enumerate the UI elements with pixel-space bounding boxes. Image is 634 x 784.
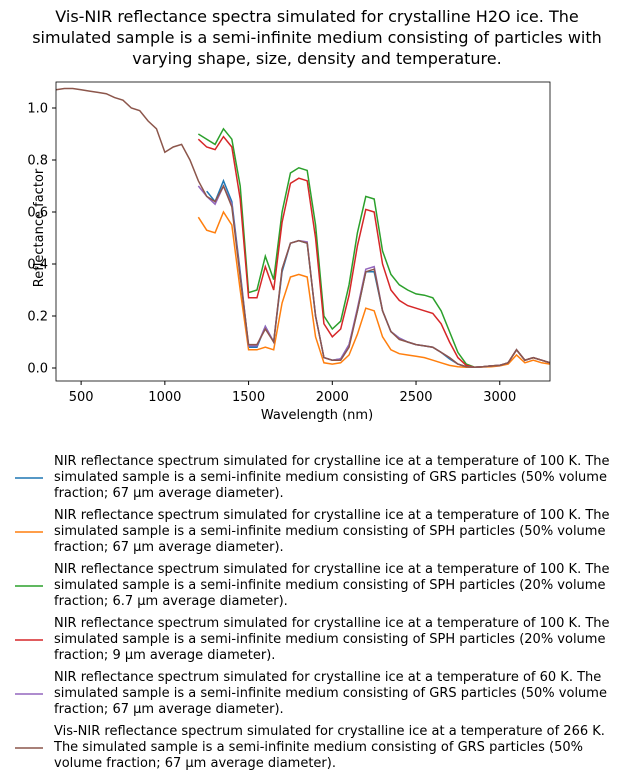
legend-entry: Vis-NIR reflectance spectrum simulated f… xyxy=(12,724,627,772)
legend-entry: NIR reflectance spectrum simulated for c… xyxy=(12,508,627,556)
x-tick-label: 500 xyxy=(69,390,94,405)
chart-title: Vis-NIR reflectance spectra simulated fo… xyxy=(32,7,602,68)
legend-label: NIR reflectance spectrum simulated for c… xyxy=(54,562,610,609)
y-tick-label: 0.8 xyxy=(27,154,48,169)
y-axis-label: Reflectance factor xyxy=(32,168,47,287)
legend-entry: NIR reflectance spectrum simulated for c… xyxy=(12,670,627,718)
legend-label: Vis-NIR reflectance spectrum simulated f… xyxy=(54,724,605,771)
chart: Wavelength (nm) Reflectance factor 500 10… xyxy=(27,81,551,423)
legend-swatch xyxy=(15,477,43,479)
x-tick-label: 3000 xyxy=(483,390,516,405)
x-tick-label: 1500 xyxy=(232,390,265,405)
legend-label: NIR reflectance spectrum simulated for c… xyxy=(54,616,610,663)
legend-entry: NIR reflectance spectrum simulated for c… xyxy=(12,616,627,664)
legend-entry: NIR reflectance spectrum simulated for c… xyxy=(12,562,627,610)
legend-label: NIR reflectance spectrum simulated for c… xyxy=(54,454,610,501)
legend: NIR reflectance spectrum simulated for c… xyxy=(12,454,627,778)
y-tick-label: 0.4 xyxy=(27,258,48,273)
legend-label: NIR reflectance spectrum simulated for c… xyxy=(54,508,610,555)
legend-swatch xyxy=(15,693,43,695)
x-tick-label: 2000 xyxy=(316,390,349,405)
legend-swatch xyxy=(15,531,43,533)
series-line xyxy=(197,135,550,368)
y-tick-label: 0.0 xyxy=(27,362,48,377)
series-line xyxy=(56,87,550,368)
plot-frame xyxy=(55,81,551,382)
legend-swatch xyxy=(15,585,43,587)
series-line xyxy=(206,178,550,368)
y-tick-label: 1.0 xyxy=(27,102,48,117)
legend-swatch xyxy=(15,639,43,641)
x-tick-label: 2500 xyxy=(399,390,432,405)
y-tick-label: 0.6 xyxy=(27,206,48,221)
series-line xyxy=(197,127,550,368)
y-tick-label: 0.2 xyxy=(27,310,48,325)
series-line xyxy=(197,210,550,368)
legend-entry: NIR reflectance spectrum simulated for c… xyxy=(12,454,627,502)
x-axis-label: Wavelength (nm) xyxy=(261,408,373,423)
legend-label: NIR reflectance spectrum simulated for c… xyxy=(54,670,607,717)
x-tick-label: 1000 xyxy=(148,390,181,405)
legend-swatch xyxy=(15,747,43,749)
